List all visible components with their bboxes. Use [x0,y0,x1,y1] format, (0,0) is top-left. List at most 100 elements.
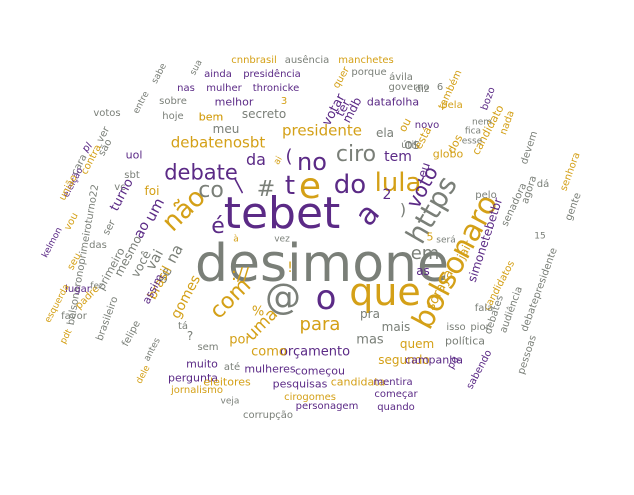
word-isso-103: isso [446,322,466,333]
word-lula-11: lula [374,168,422,198]
word-desimone-0: desimone [195,234,449,294]
word-a-6: a [348,196,387,233]
word-2-164: 2 [382,187,392,203]
word-presidência-127: presidência [243,69,301,80]
word-corrupção-96: corrupção [242,410,294,421]
word-pelo-57: pelo [475,190,497,201]
word-mulher-129: mulher [206,83,242,94]
word-dá-160: dá [536,179,550,190]
word-governo-120: governo [388,82,430,93]
word-symbol-166: ? [186,329,194,343]
word-diz-119: diz [414,84,430,95]
word-symbol-165: ! [287,260,293,276]
word-ávila-121: ávila [389,72,413,83]
word-sabe-134: sabe [150,61,170,86]
word-quem-45: quem [399,337,435,351]
word-thronicke-130: thronicke [252,83,300,94]
word-no-13: no [297,148,327,176]
word-das-148: das [89,240,107,251]
word-união-144: união [57,172,80,203]
word-campanha-48: campanha [405,353,463,367]
word-começou-88: começou [294,364,346,378]
word-quer-162: quer [331,65,353,91]
word-secreto-65: secreto [241,107,287,121]
word-quando-95: quando [377,402,415,413]
word-eleitores-84: eleitores [203,375,251,389]
word-mulheres-87: mulheres [244,362,296,376]
word-vc-153: vc [114,182,126,193]
word-datafolha-64: datafolha [366,95,420,109]
word-cirogomes-91: cirogomes [284,392,336,403]
word-política-47: política [445,334,485,348]
word-como-43: como [251,344,287,360]
word-e-5: e [298,166,322,207]
word-t-9: t [284,171,296,201]
word-co-17: co [198,178,224,203]
word-antes-80: antes [142,336,163,364]
word-sabendo-98: sabendo [464,348,495,392]
word-felipe-79: felipe [120,318,143,349]
word-ainda-126: ainda [204,69,232,80]
word-na-25: na [162,241,187,267]
word-favor-150: favor [61,311,87,322]
word-segundo-46: segundo [378,353,430,367]
word-mais-38: mais [381,320,411,334]
word-presidente-28: presidente [282,121,362,140]
word-até-86: até [223,362,241,373]
word-para-21: para [299,314,341,335]
word-sua-133: sua [188,58,205,78]
word-mas-42: mas [356,332,384,348]
word-pergunta-83: pergunta [167,371,219,385]
word-será-106: será [436,235,456,246]
word-15-107: 15 [534,231,546,242]
word-veja-97: veja [220,396,240,407]
word-globo-53: globo [432,147,464,161]
word-symbol-168: ( [285,146,293,167]
word-melhor-67: melhor [214,95,254,109]
word-votos-135: votos [93,108,121,119]
word-entre-136: entre [131,89,152,116]
word-porque-122: porque [351,67,387,78]
word-3-163: 3 [280,96,288,107]
word-hoje-132: hoje [162,111,184,122]
word-fez-149: fez [90,281,104,292]
word-por-44: por [229,332,251,348]
word-útil-114: útil [401,140,417,151]
word-pessoas-99: pessoas [516,333,539,376]
word-vez-173: vez [274,234,290,245]
word-jornalismo-85: jornalismo [171,385,223,396]
word-as-40: as [416,264,430,278]
word-dele-157: dele [134,363,153,386]
word-ela-49: ela [375,126,395,140]
word-orçamento-41: orçamento [279,344,351,360]
word-debatepresidente-102: debatepresidente [519,246,560,334]
word-sem-81: sem [197,342,219,353]
word-lugar-76: lugar [65,284,91,295]
word-gomes-33: gomes [167,272,205,322]
word-mentira-93: mentira [373,377,413,388]
word-gente-159: gente [563,191,584,223]
word-symbol-169: ) [399,200,407,219]
word-da-26: da [246,150,266,169]
word-pela-115: pela [441,100,463,111]
word-à-174: à [233,234,239,245]
word-symbol-3: @ [265,277,301,318]
word-devem-60: devem [518,129,541,166]
word-candidata-90: candidata [330,375,386,389]
word-meu-66: meu [212,122,240,136]
word-fala-109: fala [474,303,494,314]
word-do-12: do [333,170,367,200]
word-em-20: em [410,243,440,264]
word-ai-175: ai [272,154,285,167]
word-ausência-124: ausência [284,55,330,66]
word-symbol-171: :// [230,264,250,285]
word-tebet-1: tebet [223,188,341,239]
word-fica-112: fica [464,126,482,137]
word-ou-50: ou [396,115,414,135]
word-kelmon-145: kelmon [40,225,65,260]
word-vou-146: vou [62,211,81,233]
word-que-2: que [349,270,421,314]
word-pra-39: pra [360,307,380,321]
word-pior-104: pior [470,322,490,333]
